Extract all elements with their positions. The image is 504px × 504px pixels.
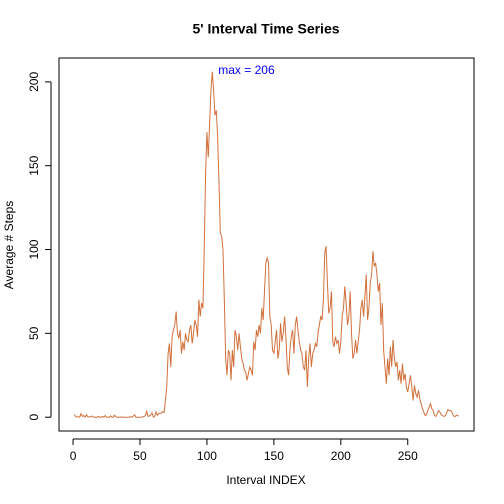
x-axis-label: Interval INDEX — [226, 473, 305, 487]
y-tick-label: 100 — [27, 239, 41, 259]
y-tick-label: 200 — [27, 72, 41, 92]
x-tick-label: 200 — [331, 449, 351, 463]
x-tick-label: 0 — [70, 449, 77, 463]
x-tick-label: 50 — [133, 449, 147, 463]
data-line — [73, 71, 459, 419]
x-tick-label: 250 — [398, 449, 418, 463]
y-tick-label: 150 — [27, 155, 41, 175]
chart-title: 5' Interval Time Series — [192, 21, 339, 37]
plot-box — [58, 57, 475, 432]
x-tick-label: 100 — [197, 449, 217, 463]
y-axis-label: Average # Steps — [2, 201, 16, 290]
y-tick-label: 0 — [27, 414, 41, 421]
max-annotation: max = 206 — [218, 63, 275, 77]
y-tick-label: 50 — [27, 326, 41, 340]
x-tick-label: 150 — [264, 449, 284, 463]
